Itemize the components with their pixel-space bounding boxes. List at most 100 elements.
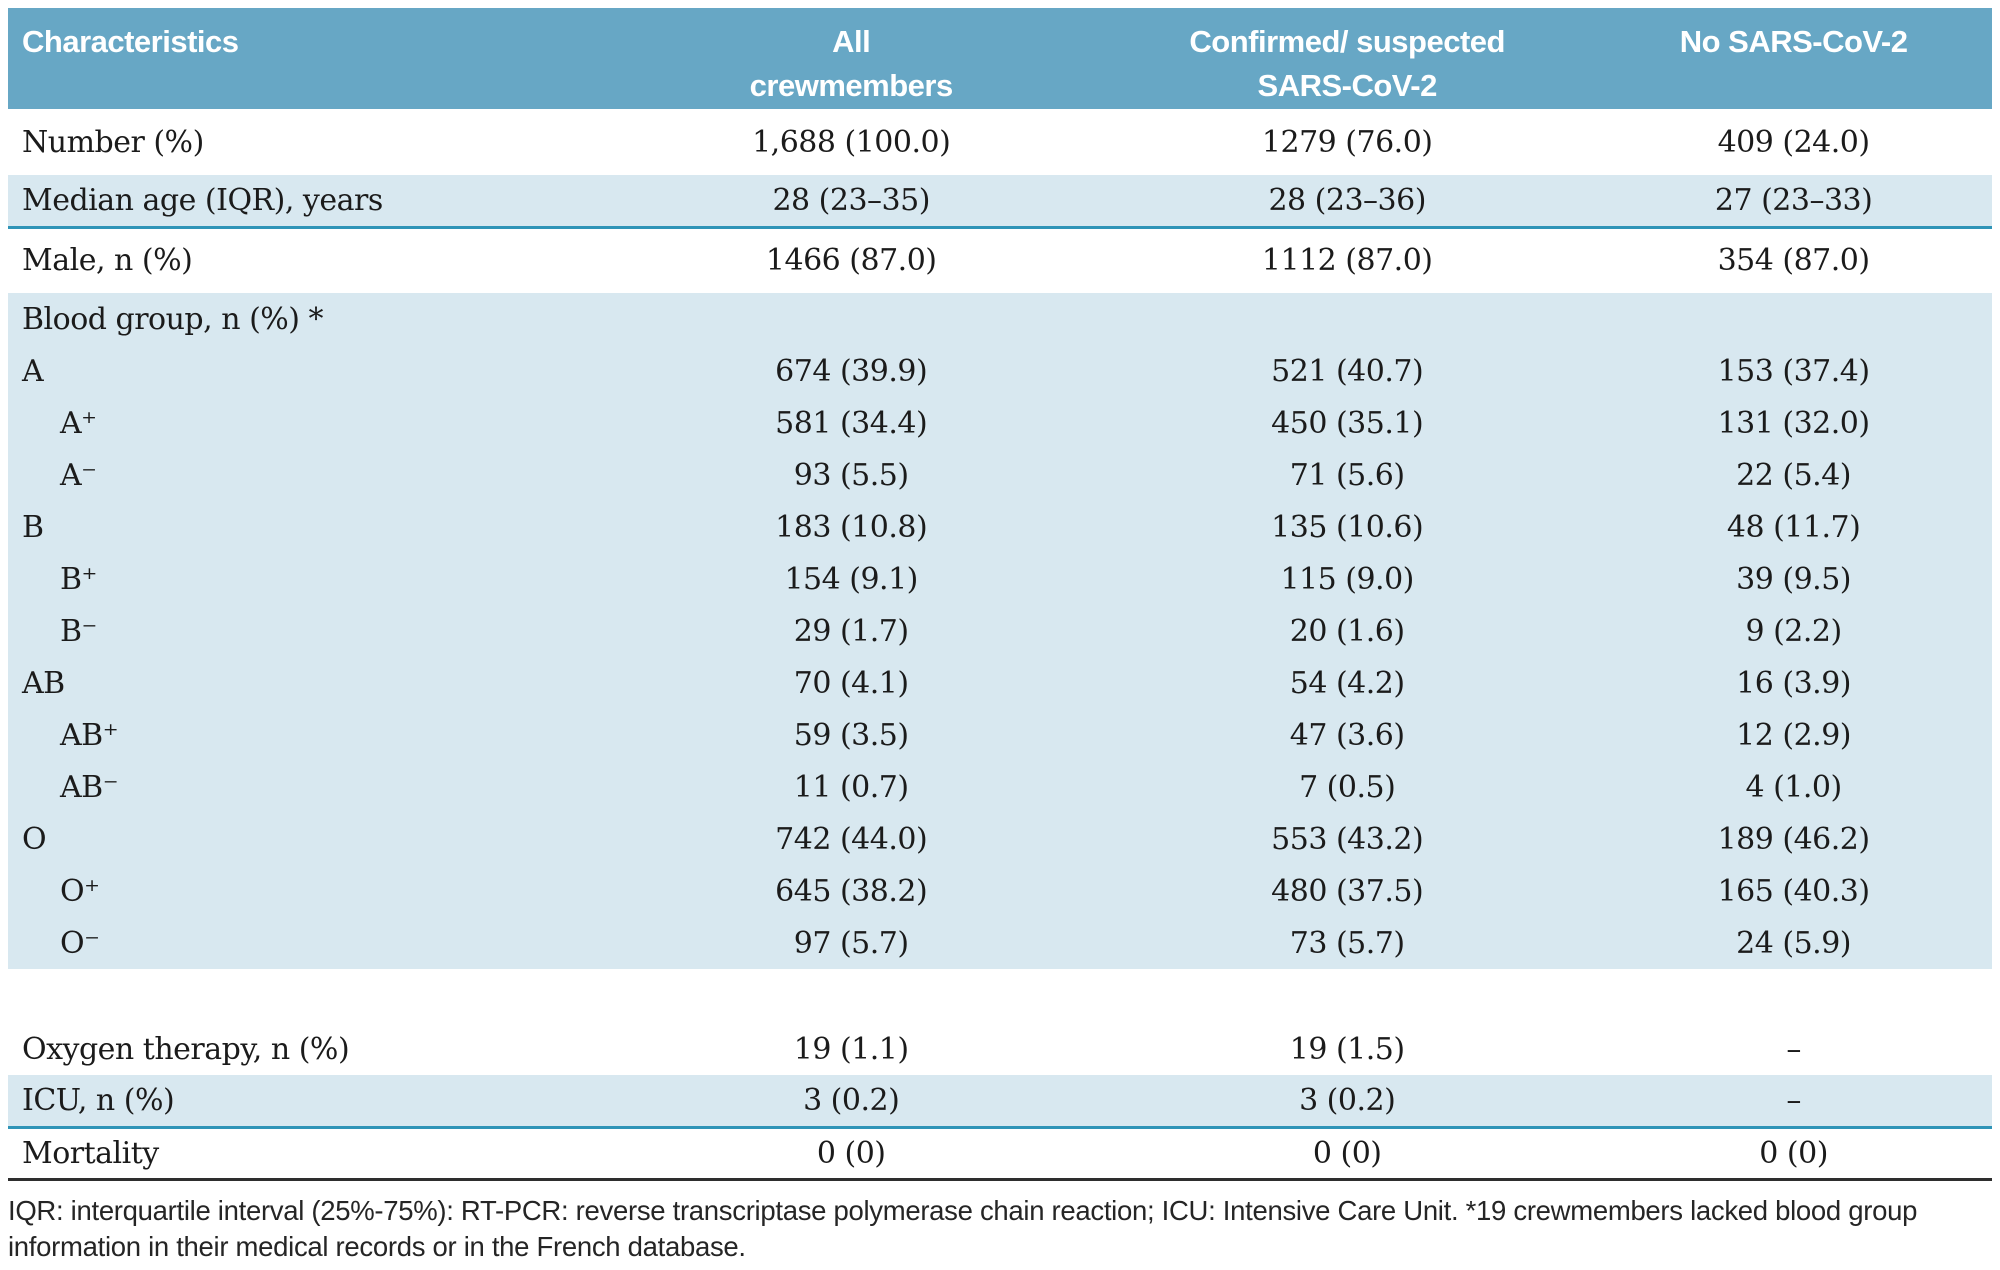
cell-value: 93 (5.5) bbox=[793, 457, 909, 493]
cell-value: 19 (1.5) bbox=[1289, 1031, 1405, 1067]
row-label: Number (%) bbox=[22, 124, 204, 160]
cell-value: 20 (1.6) bbox=[1289, 613, 1405, 649]
header-line: No SARS-CoV-2 bbox=[1679, 24, 1908, 59]
row-label: AB⁻ bbox=[60, 769, 119, 805]
cell-value: 9 (2.2) bbox=[1745, 613, 1842, 649]
cell-value: 7 (0.5) bbox=[1299, 769, 1396, 805]
cell-value: 28 (23–35) bbox=[603, 175, 1100, 229]
cell-value: – bbox=[1595, 1075, 1992, 1129]
cell-value: 48 (11.7) bbox=[1726, 509, 1861, 545]
cell-value: 409 (24.0) bbox=[1717, 124, 1871, 160]
cell-value: 27 (23–33) bbox=[1595, 175, 1992, 229]
row-blood-b-neg: B⁻ 29 (1.7) 20 (1.6) 9 (2.2) bbox=[8, 605, 1992, 657]
cell-value: 39 (9.5) bbox=[1736, 561, 1851, 597]
cell-value: 28 (23–36) bbox=[1099, 175, 1596, 229]
row-blood-o-pos: O⁺ 645 (38.2) 480 (37.5) 165 (40.3) bbox=[8, 865, 1992, 917]
row-spacer bbox=[8, 969, 1992, 1023]
row-label: A⁻ bbox=[60, 457, 97, 493]
cell-value: 97 (5.7) bbox=[793, 925, 909, 961]
cell-value: 553 (43.2) bbox=[1271, 821, 1424, 857]
cell-value: 165 (40.3) bbox=[1717, 873, 1871, 909]
row-median-age: Median age (IQR), years 28 (23–35) 28 (23–… bbox=[8, 175, 1992, 229]
cell-value: 47 (3.6) bbox=[1289, 717, 1405, 753]
cell-value: 131 (32.0) bbox=[1717, 405, 1871, 441]
row-label: Male, n (%) bbox=[22, 243, 193, 279]
header-row: Characteristics All crewmembers Confirme… bbox=[8, 8, 1992, 109]
cell-value: 54 (4.2) bbox=[1289, 665, 1405, 701]
row-blood-a: A 674 (39.9) 521 (40.7) 153 (37.4) bbox=[8, 345, 1992, 397]
cell-value: 480 (37.5) bbox=[1271, 873, 1424, 909]
cell-value: 645 (38.2) bbox=[775, 873, 928, 909]
row-male: Male, n (%) 1466 (87.0) 1112 (87.0) 354 (87… bbox=[8, 227, 1992, 293]
cell-value: 22 (5.4) bbox=[1736, 457, 1851, 493]
cell-value: 1466 (87.0) bbox=[765, 243, 937, 279]
header-line: Characteristics bbox=[22, 24, 239, 59]
cell-value: 24 (5.9) bbox=[1736, 925, 1851, 961]
cell-value: 0 (0) bbox=[1595, 1127, 1992, 1181]
row-blood-ab-neg: AB⁻ 11 (0.7) 7 (0.5) 4 (1.0) bbox=[8, 761, 1992, 813]
row-label: A bbox=[22, 353, 44, 389]
cell-value: 0 (0) bbox=[603, 1127, 1100, 1181]
table-header: Characteristics All crewmembers Confirme… bbox=[8, 8, 1992, 109]
cell-value: 742 (44.0) bbox=[775, 821, 928, 857]
cell-value: 29 (1.7) bbox=[793, 613, 909, 649]
cell-value: 59 (3.5) bbox=[793, 717, 909, 753]
cell-value: 70 (4.1) bbox=[793, 665, 909, 701]
cell-value: 189 (46.2) bbox=[1717, 821, 1871, 857]
row-blood-a-neg: A⁻ 93 (5.5) 71 (5.6) 22 (5.4) bbox=[8, 449, 1992, 501]
cell-value: 183 (10.8) bbox=[775, 509, 928, 545]
row-label: AB⁺ bbox=[60, 717, 119, 753]
cell-value: 1112 (87.0) bbox=[1261, 243, 1433, 279]
row-label: B⁺ bbox=[60, 561, 97, 597]
row-label: Oxygen therapy, n (%) bbox=[22, 1031, 350, 1067]
row-label: B⁻ bbox=[60, 613, 97, 649]
cell-value bbox=[1099, 293, 1595, 345]
header-line: All bbox=[832, 24, 871, 59]
cell-value: 19 (1.1) bbox=[793, 1031, 909, 1067]
row-label: AB bbox=[22, 665, 65, 701]
table-body: Number (%) 1,688 (100.0) 1279 (76.0) 409 (2… bbox=[8, 109, 1992, 1181]
cell-value: 521 (40.7) bbox=[1271, 353, 1424, 389]
cell-value: 12 (2.9) bbox=[1736, 717, 1851, 753]
row-number: Number (%) 1,688 (100.0) 1279 (76.0) 409 (2… bbox=[8, 109, 1992, 175]
row-label: Mortality bbox=[8, 1127, 604, 1181]
header-no-sars-cov-2: No SARS-CoV-2 bbox=[1595, 8, 1992, 109]
cell-value: 16 (3.9) bbox=[1736, 665, 1851, 701]
cell-value: 3 (0.2) bbox=[603, 1075, 1100, 1129]
row-blood-ab-pos: AB⁺ 59 (3.5) 47 (3.6) 12 (2.9) bbox=[8, 709, 1992, 761]
row-blood-o: O 742 (44.0) 553 (43.2) 189 (46.2) bbox=[8, 813, 1992, 865]
row-label: B bbox=[22, 509, 44, 545]
characteristics-table: Characteristics All crewmembers Confirme… bbox=[8, 8, 1992, 1181]
row-label: O bbox=[22, 821, 47, 857]
row-blood-ab: AB 70 (4.1) 54 (4.2) 16 (3.9) bbox=[8, 657, 1992, 709]
cell-value: 154 (9.1) bbox=[784, 561, 918, 597]
row-label: A⁺ bbox=[60, 405, 97, 441]
header-confirmed-suspected: Confirmed/ suspected SARS-CoV-2 bbox=[1099, 8, 1596, 109]
cell-value bbox=[603, 293, 1099, 345]
row-blood-b-pos: B⁺ 154 (9.1) 115 (9.0) 39 (9.5) bbox=[8, 553, 1992, 605]
cell-value: 153 (37.4) bbox=[1717, 353, 1871, 389]
row-blood-o-neg: O⁻ 97 (5.7) 73 (5.7) 24 (5.9) bbox=[8, 917, 1992, 969]
row-label: O⁺ bbox=[60, 873, 100, 909]
row-blood-b: B 183 (10.8) 135 (10.6) 48 (11.7) bbox=[8, 501, 1992, 553]
cell-value: 1,688 (100.0) bbox=[752, 124, 951, 160]
cell-value: – bbox=[1786, 1031, 1801, 1067]
cell-value: 581 (34.4) bbox=[775, 405, 928, 441]
cell-value: 115 (9.0) bbox=[1280, 561, 1414, 597]
cell-value bbox=[1595, 293, 1992, 345]
row-label: O⁻ bbox=[60, 925, 100, 961]
spacer-cell bbox=[8, 969, 1992, 1023]
header-characteristics: Characteristics bbox=[8, 8, 604, 109]
cell-value: 71 (5.6) bbox=[1289, 457, 1405, 493]
row-label: Median age (IQR), years bbox=[8, 175, 604, 229]
row-mortality: Mortality 0 (0) 0 (0) 0 (0) bbox=[8, 1127, 1992, 1181]
cell-value: 4 (1.0) bbox=[1745, 769, 1842, 805]
cell-value: 135 (10.6) bbox=[1271, 509, 1424, 545]
footnote: IQR: interquartile interval (25%-75%): R… bbox=[8, 1194, 1918, 1262]
cell-value: 3 (0.2) bbox=[1099, 1075, 1596, 1129]
cell-value: 674 (39.9) bbox=[775, 353, 928, 389]
row-blood-a-pos: A⁺ 581 (34.4) 450 (35.1) 131 (32.0) bbox=[8, 397, 1992, 449]
header-line: SARS-CoV-2 bbox=[1257, 68, 1438, 103]
cell-value: 450 (35.1) bbox=[1271, 405, 1424, 441]
